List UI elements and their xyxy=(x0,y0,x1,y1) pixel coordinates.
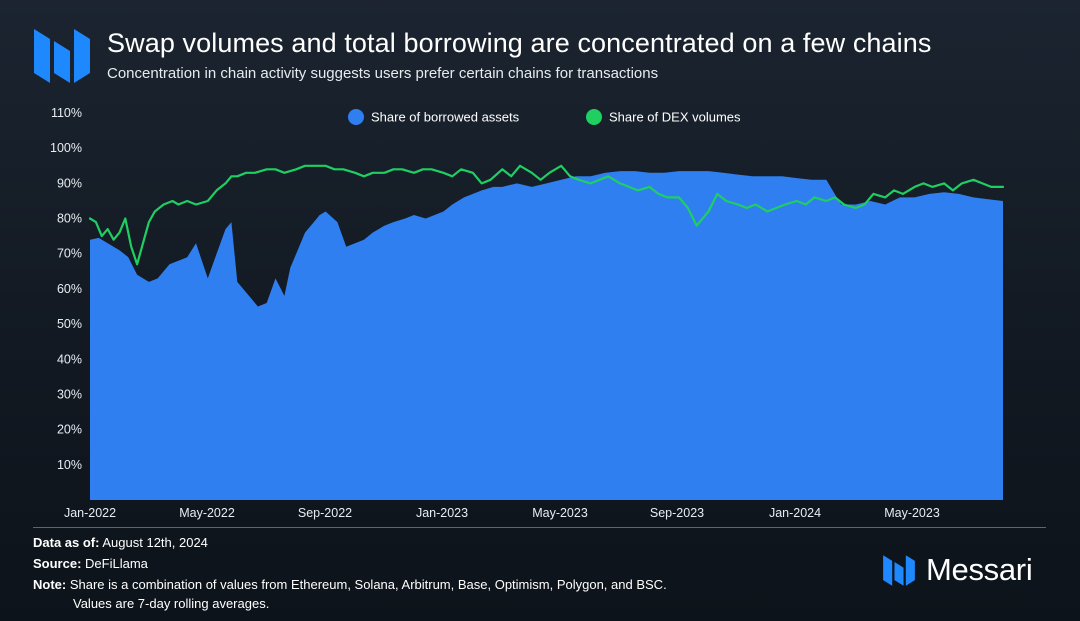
x-tick-label: May-2023 xyxy=(884,506,940,520)
data-as-of: Data as of: August 12th, 2024 xyxy=(33,535,208,550)
note: Note: Share is a combination of values f… xyxy=(33,577,667,592)
x-tick-label: May-2023 xyxy=(532,506,588,520)
y-tick-label: 80% xyxy=(57,212,82,226)
x-tick-label: Sep-2023 xyxy=(650,506,704,520)
legend-swatch-borrowed xyxy=(348,109,364,125)
messari-brand-icon xyxy=(883,554,915,586)
x-tick-label: May-2022 xyxy=(179,506,235,520)
footer-divider xyxy=(33,527,1046,528)
legend-label-dex: Share of DEX volumes xyxy=(609,110,741,125)
x-tick-label: Jan-2023 xyxy=(416,506,468,520)
series-layer xyxy=(88,164,1005,500)
source: Source: DeFiLlama xyxy=(33,556,148,571)
source-value: DeFiLlama xyxy=(85,556,148,571)
note-line1: Share is a combination of values from Et… xyxy=(69,577,667,592)
brand-name: Messari xyxy=(926,552,1033,587)
note-line2: Values are 7-day rolling averages. xyxy=(73,596,270,611)
x-tick-label: Sep-2022 xyxy=(298,506,352,520)
y-tick-label: 70% xyxy=(57,247,82,261)
page-subtitle: Concentration in chain activity suggests… xyxy=(107,65,659,82)
y-tick-label: 60% xyxy=(57,282,82,296)
data-as-of-value: August 12th, 2024 xyxy=(102,535,208,550)
series-line-dex-volumes xyxy=(88,164,1005,266)
y-tick-label: 100% xyxy=(50,141,82,155)
y-tick-label: 10% xyxy=(57,458,82,472)
y-tick-label: 40% xyxy=(57,352,82,366)
x-tick-label: Jan-2022 xyxy=(64,506,116,520)
y-tick-label: 30% xyxy=(57,387,82,401)
brand: Messari xyxy=(882,552,1033,588)
series-area-borrowed-assets xyxy=(90,171,1003,500)
y-tick-label: 90% xyxy=(57,176,82,190)
y-tick-label: 110% xyxy=(51,106,82,120)
y-axis: 10% 20% 30% 40% 50% 60% 70% 80% 90% 100% 110% xyxy=(50,106,82,472)
x-tick-label: Jan-2024 xyxy=(769,506,821,520)
source-label: Source: xyxy=(33,556,82,571)
y-tick-label: 20% xyxy=(57,423,82,437)
y-tick-label: 50% xyxy=(57,317,82,331)
legend: Share of borrowed assets Share of DEX vol… xyxy=(348,109,741,125)
legend-swatch-dex xyxy=(586,109,602,125)
page-title: Swap volumes and total borrowing are con… xyxy=(107,28,932,58)
x-axis: Jan-2022 May-2022 Sep-2022 Jan-2023 May-2023… xyxy=(64,506,940,520)
data-as-of-label: Data as of: xyxy=(33,535,100,550)
note-label: Note: xyxy=(33,577,67,592)
legend-label-borrowed: Share of borrowed assets xyxy=(371,110,520,125)
messari-logo-icon xyxy=(34,29,90,83)
